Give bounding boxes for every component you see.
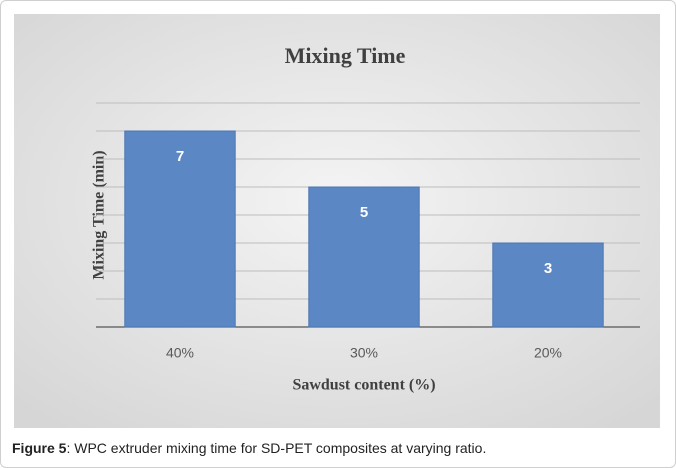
caption-text: : WPC extruder mixing time for SD-PET co… — [66, 440, 487, 456]
bar — [124, 130, 236, 328]
bar — [308, 186, 420, 328]
chart: Mixing Time Sawdust content (%) Mixing T… — [14, 14, 660, 428]
x-tick-label: 20% — [534, 345, 562, 361]
bar — [492, 242, 604, 328]
caption-label: Figure 5 — [12, 440, 67, 456]
data-label: 5 — [360, 204, 368, 221]
x-tick-label: 30% — [350, 345, 378, 361]
x-tick-label: 40% — [166, 345, 194, 361]
x-axis-label: Sawdust content (%) — [292, 377, 435, 394]
caption: Figure 5: WPC extruder mixing time for S… — [12, 440, 486, 456]
data-label: 7 — [176, 148, 184, 165]
data-label: 3 — [544, 260, 552, 277]
chart-title: Mixing Time — [285, 43, 406, 68]
